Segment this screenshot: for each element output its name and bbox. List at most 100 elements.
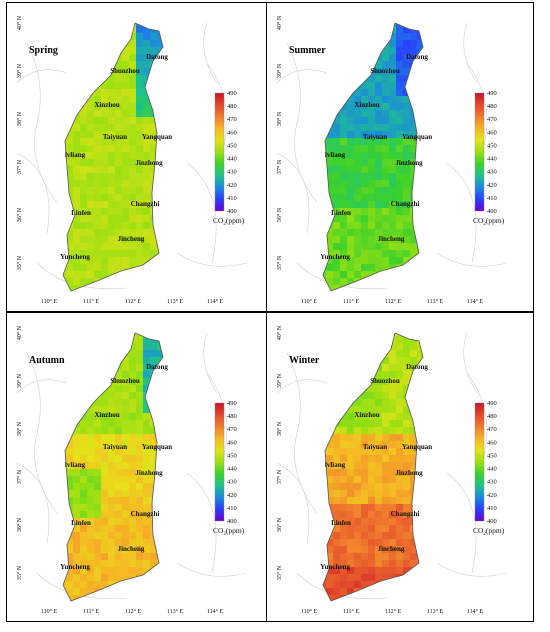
raster-cell	[115, 131, 123, 139]
raster-cell	[382, 588, 390, 596]
raster-cell	[164, 222, 171, 229]
raster-cell	[87, 208, 95, 216]
raster-cell	[368, 173, 376, 181]
raster-cell	[389, 222, 397, 230]
raster-cell	[122, 574, 130, 582]
raster-cell	[101, 427, 109, 435]
raster-cell	[326, 257, 334, 265]
raster-cell	[136, 33, 144, 41]
raster-cell	[115, 378, 123, 386]
raster-cell	[115, 278, 123, 286]
city-label-lvliang: lvliang	[325, 461, 346, 469]
raster-cell	[136, 250, 144, 258]
raster-cell	[333, 441, 341, 449]
raster-cell	[150, 476, 158, 484]
raster-cell	[375, 23, 383, 27]
raster-cell	[115, 504, 123, 512]
lat-tick-label: 36° N	[276, 207, 283, 222]
raster-cell	[403, 483, 411, 491]
raster-cell	[136, 278, 144, 286]
raster-cell	[143, 257, 151, 265]
city-label-taiyuan: Taiyuan	[363, 133, 387, 141]
raster-cell	[340, 357, 348, 365]
raster-cell	[382, 434, 390, 442]
raster-cell	[94, 33, 102, 41]
raster-cell	[340, 490, 348, 498]
raster-cell	[101, 54, 109, 62]
raster-cell	[347, 511, 355, 519]
raster-cell	[94, 434, 102, 442]
raster-cell	[73, 26, 81, 34]
raster-cell	[410, 208, 418, 216]
raster-cell	[108, 553, 116, 561]
raster-cell	[136, 448, 144, 456]
raster-cell	[63, 40, 67, 48]
raster-cell	[143, 187, 151, 195]
raster-cell	[417, 546, 423, 554]
raster-cell	[410, 518, 418, 526]
raster-cell	[108, 483, 116, 491]
raster-cell	[323, 469, 327, 477]
raster-cell	[164, 236, 171, 243]
raster-cell	[73, 208, 81, 216]
raster-cell	[323, 187, 327, 195]
raster-cell	[63, 427, 67, 435]
raster-cell	[143, 271, 151, 279]
raster-cell	[396, 595, 404, 601]
raster-cell	[164, 476, 171, 483]
raster-cell	[129, 406, 137, 414]
raster-cell	[368, 145, 376, 153]
raster-cell	[396, 448, 404, 456]
raster-cell	[157, 399, 163, 407]
raster-cell	[333, 75, 341, 83]
raster-cell	[101, 159, 109, 167]
raster-cell	[150, 257, 158, 265]
raster-cell	[122, 173, 130, 181]
raster-cell	[101, 567, 109, 575]
raster-cell	[108, 278, 116, 286]
raster-cell	[368, 469, 376, 477]
background-boundaries	[16, 332, 248, 599]
raster-cell	[354, 476, 362, 484]
raster-cell	[63, 343, 67, 351]
raster-cell	[150, 23, 158, 27]
raster-cell	[354, 152, 362, 160]
raster-cell	[164, 257, 171, 264]
raster-cell	[389, 250, 397, 258]
colorbar-tick-label: 440	[487, 156, 497, 163]
raster-cell	[403, 26, 411, 34]
raster-cell	[136, 581, 144, 589]
city-label-shuozhou: Shuozhou	[110, 67, 140, 75]
raster-cell	[326, 336, 334, 344]
background-boundaries	[276, 22, 508, 289]
raster-cell	[396, 124, 404, 132]
raster-cell	[150, 187, 158, 195]
raster-cell	[66, 553, 74, 561]
raster-cell	[375, 292, 382, 299]
raster-cell	[94, 222, 102, 230]
lon-tick-label: 114° E	[207, 608, 224, 615]
raster-cell	[368, 33, 376, 41]
raster-cell	[122, 427, 130, 435]
raster-cell	[101, 145, 109, 153]
raster-cell	[417, 292, 424, 299]
raster-cell	[333, 257, 341, 265]
raster-cell	[375, 511, 383, 519]
raster-cell	[150, 525, 158, 533]
raster-cell	[129, 553, 137, 561]
raster-cell	[63, 469, 67, 477]
raster-cell	[403, 75, 411, 83]
boundary-line-3	[186, 162, 217, 264]
raster-cell	[354, 264, 362, 272]
raster-cell	[143, 483, 151, 491]
raster-cell	[164, 180, 171, 187]
raster-cell	[115, 68, 123, 76]
raster-cell	[368, 574, 376, 582]
raster-cell	[347, 222, 355, 230]
raster-cell	[333, 250, 341, 258]
raster-cell	[326, 581, 334, 589]
raster-cell	[333, 595, 341, 601]
raster-cell	[66, 117, 74, 125]
raster-cell	[326, 82, 334, 90]
raster-cell	[80, 131, 88, 139]
